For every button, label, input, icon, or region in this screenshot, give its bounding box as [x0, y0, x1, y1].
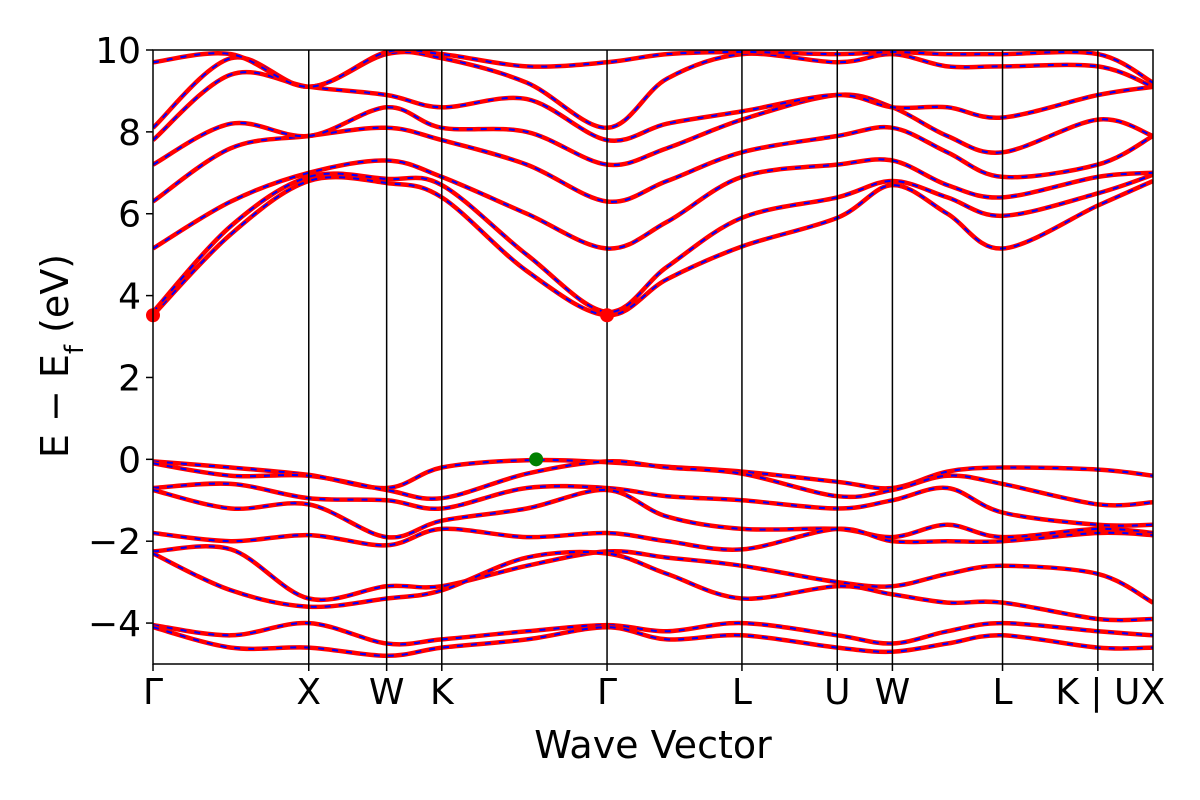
band-line-dashed-2 — [153, 482, 1153, 527]
y-tick-label: 2 — [118, 358, 141, 399]
band-line-dashed-11 — [153, 158, 1153, 250]
band-line-dashed-4 — [153, 527, 1153, 551]
special-point-2 — [529, 452, 544, 467]
y-axis-title-main: E − E — [33, 354, 77, 458]
band-line-dashed-16 — [153, 50, 1153, 88]
y-tick-label: 0 — [118, 440, 141, 481]
x-tick-label: L — [993, 672, 1013, 713]
y-tick-label: −4 — [88, 604, 141, 645]
y-tick-label: 10 — [95, 31, 141, 72]
band-line-dashed-10 — [153, 172, 1153, 314]
band-line-dashed-6 — [153, 550, 1153, 622]
x-tick-label: W — [369, 672, 405, 713]
y-tick-label: 6 — [118, 195, 141, 236]
x-tick-label: W — [875, 672, 911, 713]
x-axis-title: Wave Vector — [534, 723, 772, 767]
band-line-dashed-12 — [153, 126, 1153, 203]
plot-frame — [152, 49, 1154, 665]
y-axis-ticks: −4 −2 0 2 4 6 8 10 — [88, 31, 153, 645]
kpoint-divider-lines — [308, 50, 1099, 664]
x-tick-label: Γ — [597, 672, 617, 713]
band-line-dashed-5 — [153, 545, 1153, 604]
y-tick-label: 4 — [118, 277, 141, 318]
x-tick-label: L — [732, 672, 752, 713]
band-line-dashed-9 — [153, 176, 1153, 317]
x-tick-label: Γ — [143, 672, 163, 713]
x-tick-label: X — [1141, 672, 1166, 713]
y-axis-title-subscript: f — [60, 344, 90, 354]
x-tick-label: X — [296, 672, 321, 713]
bands-layer — [153, 50, 1153, 659]
y-axis-title: E − Ef (eV) — [33, 254, 90, 458]
x-tick-label: U — [824, 672, 850, 713]
band-line-dashed-8 — [153, 626, 1153, 657]
y-tick-label: 8 — [118, 113, 141, 154]
band-line-dashed-3 — [153, 488, 1153, 539]
special-points-layer — [146, 308, 615, 467]
x-tick-label: K | U — [1055, 672, 1140, 713]
y-axis-title-unit: (eV) — [33, 254, 77, 345]
y-tick-label: −2 — [88, 522, 141, 563]
band-line-dashed-13 — [153, 93, 1153, 166]
x-tick-label: K — [430, 672, 455, 713]
special-point-0 — [600, 308, 615, 323]
band-line-dashed-7 — [153, 622, 1153, 646]
band-line-dashed-1 — [153, 460, 1153, 507]
